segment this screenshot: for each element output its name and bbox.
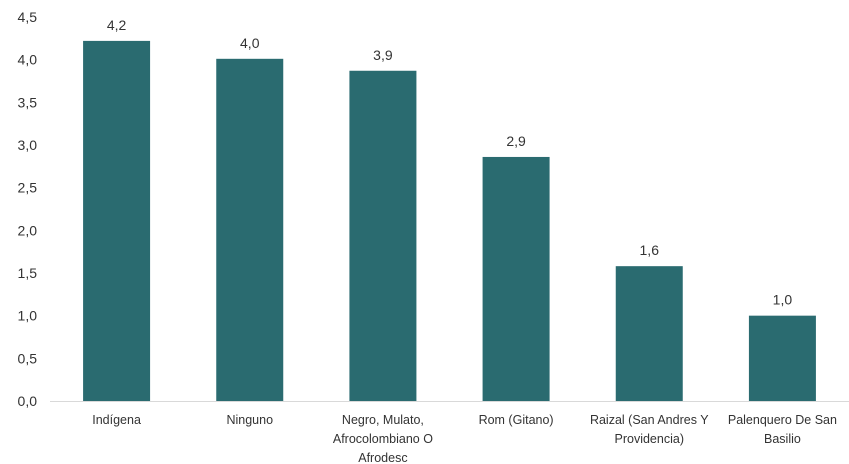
data-label: 3,9 — [373, 47, 393, 63]
bar — [748, 315, 816, 401]
y-tick-label: 1,0 — [18, 308, 38, 324]
bar — [482, 156, 550, 401]
y-tick-label: 0,5 — [18, 350, 38, 366]
y-tick-label: 4,0 — [18, 52, 38, 68]
bar — [216, 58, 284, 402]
y-tick-label: 3,0 — [18, 137, 38, 153]
bars — [83, 40, 816, 402]
category-label: Negro, Mulato, Afrocolombiano O Afrodesc — [333, 413, 433, 464]
data-label: 2,9 — [506, 133, 526, 149]
y-tick-label: 2,0 — [18, 222, 38, 238]
y-tick-label: 4,5 — [18, 9, 38, 25]
data-label: 4,0 — [240, 35, 260, 51]
bar — [83, 40, 151, 401]
bar — [349, 70, 417, 401]
category-labels: Indígena Ninguno Negro, Mulato, Afrocolombi… — [92, 413, 837, 464]
y-tick-label: 1,5 — [18, 265, 38, 281]
category-label: Raizal (San Andres Y Providencia) — [590, 413, 709, 446]
y-axis-ticks: 0,0 0,5 1,0 1,5 2,0 2,5 3,0 3,5 4,0 4,5 — [18, 9, 38, 409]
data-label: 1,0 — [773, 292, 793, 308]
data-label: 1,6 — [640, 242, 660, 258]
bar — [615, 266, 683, 401]
y-tick-label: 2,5 — [18, 180, 38, 196]
category-label: Indígena — [92, 413, 141, 427]
y-tick-label: 3,5 — [18, 94, 38, 110]
category-label: Rom (Gitano) — [479, 413, 554, 427]
data-labels: 4,2 4,0 3,9 2,9 1,6 1,0 — [107, 17, 793, 308]
category-label: Palenquero De San Basilio — [728, 413, 837, 446]
y-tick-label: 0,0 — [18, 393, 38, 409]
category-label: Ninguno — [226, 413, 273, 427]
data-label: 4,2 — [107, 17, 127, 33]
